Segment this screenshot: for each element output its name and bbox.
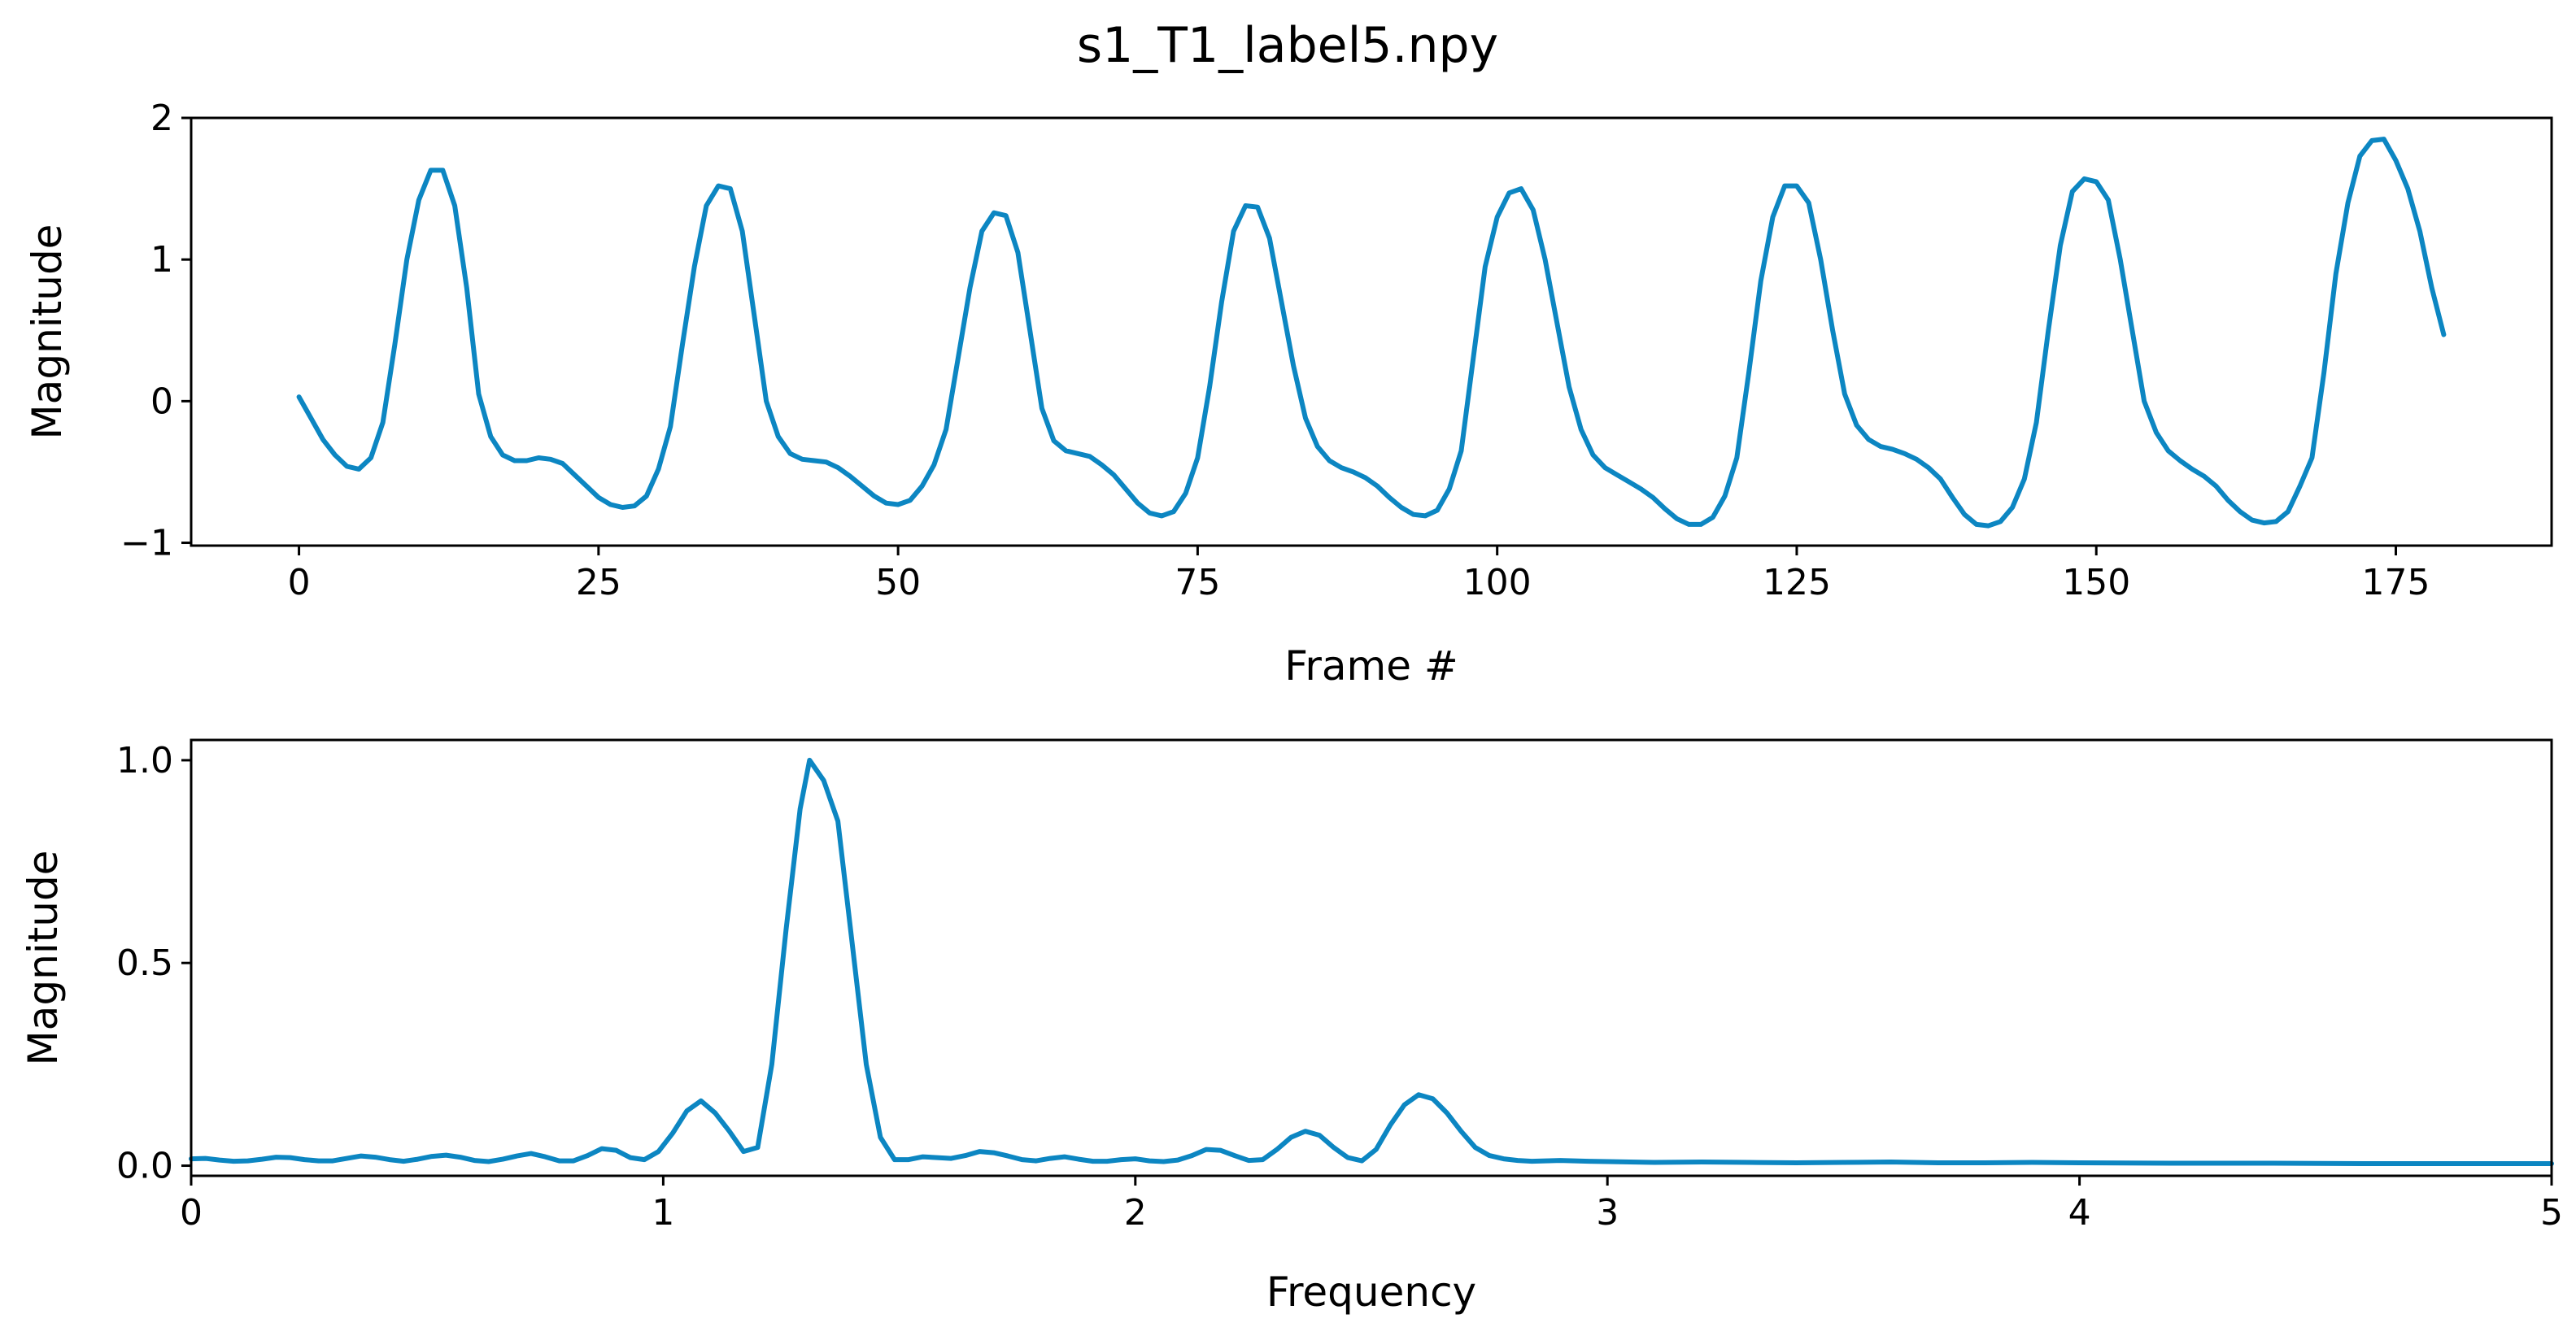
time-series-axes-frame [190, 116, 2553, 547]
spectrum-x-tick-label: 0 [180, 1192, 203, 1234]
spectrum-x-tick-label: 1 [652, 1192, 674, 1234]
spectrum-x-tick-label: 2 [1124, 1192, 1147, 1234]
spectrum-x-tick-label: 4 [2068, 1192, 2091, 1234]
time-series-panel: 0 25 50 75 100 125 150 175 −1 0 1 2 Frame # Magnit… [24, 98, 2553, 690]
time-series-plot-area [191, 118, 2552, 546]
time-series-y-axis-label: Magnitude [24, 224, 71, 440]
time-series-x-tick-label: 25 [576, 562, 621, 603]
spectrum-x-tick-label: 3 [1596, 1192, 1619, 1234]
spectrum-plot-area [191, 740, 2552, 1176]
spectrum-axes-frame [190, 738, 2553, 1177]
time-series-x-tick-label: 175 [2362, 562, 2430, 603]
figure-title: s1_T1_label5.npy [1077, 17, 1498, 74]
spectrum-panel: 0 1 2 3 4 5 0.0 0.5 1.0 Frequency Magnitude [20, 738, 2563, 1316]
time-series-y-tick-label: 0 [150, 381, 173, 422]
spectrum-y-tick-label: 0.5 [116, 942, 173, 984]
spectrum-y-tick-label: 1.0 [116, 740, 173, 781]
time-series-y-ticks: −1 0 1 2 [120, 98, 191, 564]
spectrum-x-tick-label: 5 [2540, 1192, 2563, 1234]
time-series-y-tick-label: 2 [150, 98, 173, 139]
time-series-x-ticks: 0 25 50 75 100 125 150 175 [288, 546, 2430, 603]
time-series-x-axis-label: Frame # [1284, 642, 1458, 690]
time-series-x-tick-label: 50 [875, 562, 921, 603]
spectrum-x-ticks: 0 1 2 3 4 5 [180, 1176, 2563, 1234]
time-series-x-tick-label: 125 [1763, 562, 1831, 603]
time-series-x-tick-label: 100 [1463, 562, 1532, 603]
time-series-x-tick-label: 150 [2062, 562, 2130, 603]
spectrum-line [189, 757, 2554, 1166]
spectrum-y-ticks: 0.0 0.5 1.0 [116, 740, 191, 1187]
time-series-y-tick-label: 1 [150, 239, 173, 281]
spectrum-y-tick-label: 0.0 [116, 1146, 173, 1187]
spectrum-x-axis-label: Frequency [1266, 1269, 1476, 1316]
time-series-line [296, 137, 2447, 529]
spectrum-y-axis-label: Magnitude [20, 851, 67, 1066]
time-series-y-tick-label: −1 [120, 523, 173, 564]
time-series-x-tick-label: 0 [288, 562, 311, 603]
time-series-x-tick-label: 75 [1175, 562, 1220, 603]
